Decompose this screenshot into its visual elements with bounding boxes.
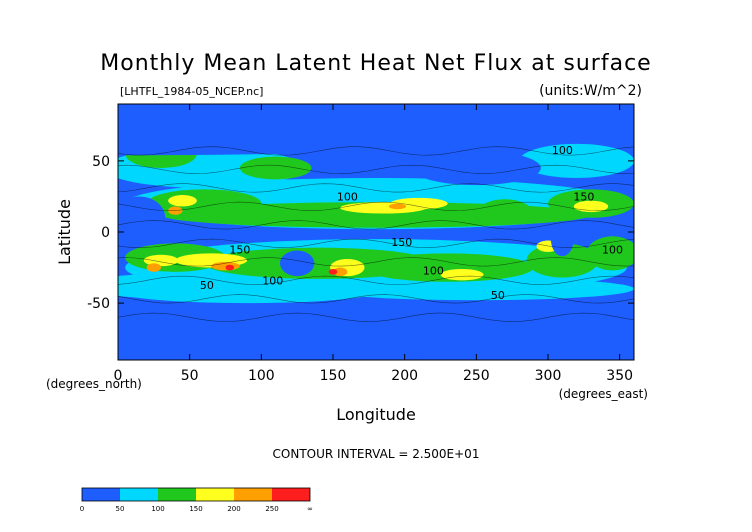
colorbar-tick-label: 50 bbox=[116, 505, 125, 513]
x-axis-label: Longitude bbox=[336, 405, 416, 424]
colorbar-swatch bbox=[82, 488, 120, 501]
contour-interval-text: CONTOUR INTERVAL = 2.500E+01 bbox=[273, 447, 480, 461]
x-tick-label: 250 bbox=[463, 368, 490, 384]
contour-line bbox=[118, 164, 634, 175]
contour-label: 100 bbox=[423, 265, 444, 278]
field-patch-cyan bbox=[318, 277, 634, 301]
colorbar-swatch bbox=[234, 488, 272, 501]
field-patch-red bbox=[328, 268, 338, 275]
y-axis-label: Latitude bbox=[55, 199, 74, 265]
contour-label: 150 bbox=[229, 243, 250, 256]
field-patch-yellow bbox=[168, 195, 197, 207]
contour-line bbox=[118, 201, 634, 212]
contour-label: 100 bbox=[262, 275, 283, 288]
colorbar-swatch bbox=[120, 488, 158, 501]
field-patch-orange bbox=[388, 203, 407, 210]
field-patch-blue bbox=[118, 323, 634, 360]
colorbar-tick-label: 0 bbox=[80, 505, 84, 513]
field-patch-cyan bbox=[118, 274, 183, 298]
field-patch-blue bbox=[118, 196, 166, 240]
field-patch-green bbox=[239, 156, 312, 180]
x-units-label: (degrees_east) bbox=[559, 387, 648, 401]
x-tick-label: 200 bbox=[391, 368, 418, 384]
field-patch-green bbox=[479, 199, 531, 223]
field-patch-yellow bbox=[573, 200, 609, 213]
file-label: [LHTFL_1984-05_NCEP.nc] bbox=[120, 85, 263, 98]
x-tick-label: 0 bbox=[114, 368, 123, 384]
field-patch-blue bbox=[118, 104, 634, 156]
colorbar-tick-label: 100 bbox=[151, 505, 164, 513]
field-patch-yellow bbox=[440, 268, 484, 281]
x-tick-label: 100 bbox=[248, 368, 275, 384]
colorbar-tick-label: ∞ bbox=[307, 505, 313, 513]
contour-line bbox=[118, 257, 634, 267]
field-patch-red bbox=[225, 264, 235, 271]
colorbar-swatch bbox=[158, 488, 196, 501]
y-tick-label: 50 bbox=[92, 154, 110, 170]
contour-line bbox=[118, 238, 634, 248]
x-tick-label: 50 bbox=[181, 368, 199, 384]
contour-label: 50 bbox=[200, 279, 214, 292]
x-tick-label: 350 bbox=[606, 368, 633, 384]
colorbar-swatch bbox=[272, 488, 310, 501]
colorbar-tick-label: 200 bbox=[227, 505, 240, 513]
y-tick-label: 0 bbox=[101, 225, 110, 241]
field-patch-orange bbox=[333, 267, 348, 277]
field-patch-blue bbox=[411, 150, 541, 186]
contour-line bbox=[118, 183, 634, 193]
colorbar-tick-label: 150 bbox=[189, 505, 202, 513]
contour-line bbox=[118, 275, 634, 285]
y-tick-label: -50 bbox=[87, 296, 110, 312]
units-label: (units:W/m^2) bbox=[539, 83, 642, 99]
contour-line bbox=[118, 146, 634, 156]
field-patch-orange bbox=[146, 263, 161, 272]
contour-label: 150 bbox=[573, 191, 594, 204]
field-patch-cyan bbox=[519, 143, 634, 178]
colorbar-swatch bbox=[196, 488, 234, 501]
y-units-label: (degrees_north) bbox=[46, 377, 142, 391]
colorbar-frame bbox=[81, 487, 311, 502]
contour-label: 100 bbox=[602, 243, 623, 256]
field-patch-blue bbox=[550, 222, 574, 257]
field-patch-green bbox=[361, 253, 534, 282]
chart-title: Monthly Mean Latent Heat Net Flux at sur… bbox=[100, 51, 651, 76]
heatmap-field bbox=[118, 104, 634, 360]
contour-line bbox=[118, 312, 634, 322]
contour-line bbox=[118, 220, 634, 230]
x-tick-label: 300 bbox=[535, 368, 562, 384]
colorbar-tick-label: 250 bbox=[265, 505, 278, 513]
x-tick-label: 150 bbox=[320, 368, 347, 384]
field-patch-yellow bbox=[143, 254, 179, 267]
contour-label: 50 bbox=[491, 289, 505, 302]
contour-label: 100 bbox=[337, 191, 358, 204]
field-patch-blue bbox=[279, 250, 315, 277]
colorbar: 0 50 100 150 200 250 ∞ bbox=[80, 487, 313, 513]
contour-line bbox=[118, 294, 634, 304]
contour-label: 150 bbox=[391, 236, 412, 249]
contour-label: 100 bbox=[552, 144, 573, 157]
field-patch-green bbox=[526, 243, 599, 278]
